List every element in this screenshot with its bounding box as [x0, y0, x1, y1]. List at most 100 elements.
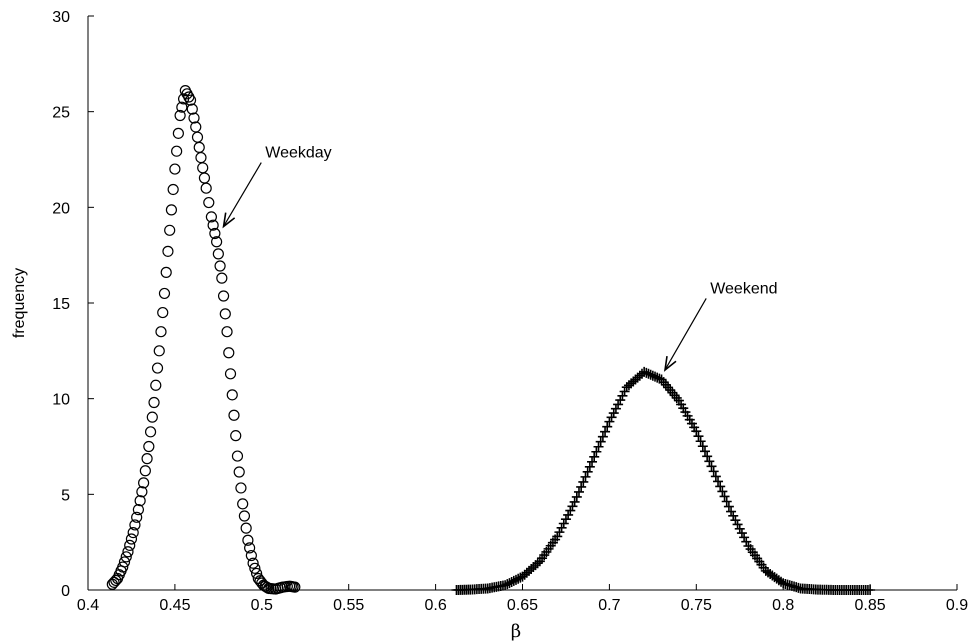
series-layer [106, 85, 876, 595]
data-point [723, 501, 734, 512]
annotation-arrow [664, 298, 707, 371]
x-tick-label: 0.85 [855, 597, 886, 614]
data-point [715, 481, 726, 492]
data-point [235, 482, 247, 494]
y-tick-label: 5 [61, 487, 70, 504]
data-point [500, 580, 511, 591]
data-point [645, 369, 656, 380]
data-point [710, 471, 721, 482]
data-point [587, 456, 598, 467]
data-point [739, 532, 750, 543]
data-point [212, 248, 224, 260]
data-point [639, 366, 650, 377]
data-point [217, 290, 230, 302]
data-point [197, 162, 209, 174]
data-point [211, 236, 223, 248]
data-point [174, 109, 186, 122]
data-point [120, 551, 132, 563]
data-point [144, 426, 157, 438]
data-point [153, 345, 165, 357]
x-tick-label: 0.45 [159, 597, 190, 614]
data-point [195, 151, 207, 164]
data-point [608, 408, 619, 419]
data-point [510, 574, 521, 585]
annotation-label: Weekday [265, 145, 331, 162]
data-point [237, 498, 249, 510]
data-point [865, 585, 876, 595]
series-1 [106, 85, 301, 595]
data-point [191, 131, 204, 143]
data-point [247, 557, 259, 569]
data-point [606, 412, 617, 423]
data-point [610, 403, 621, 414]
data-point [604, 416, 615, 427]
data-point [713, 476, 724, 487]
x-tick-label: 0.8 [772, 597, 794, 614]
data-point [597, 431, 608, 442]
data-point [736, 528, 747, 539]
data-point [150, 379, 162, 391]
y-tick-label: 20 [52, 200, 70, 217]
data-point [563, 509, 574, 520]
x-tick-label: 0.65 [507, 597, 538, 614]
x-tick-label: 0.7 [598, 597, 620, 614]
data-point [172, 127, 184, 139]
data-point [238, 510, 251, 522]
data-point [584, 461, 595, 472]
data-point [157, 306, 169, 319]
data-point [162, 245, 174, 257]
data-point [205, 211, 217, 223]
data-point [134, 495, 146, 507]
data-point [776, 576, 787, 587]
data-point [693, 431, 704, 442]
data-point [164, 224, 176, 236]
y-axis-label: frequency [11, 268, 28, 338]
data-point [122, 546, 134, 558]
data-point [706, 461, 717, 472]
data-point [127, 526, 139, 539]
annotation-arrowhead [222, 212, 236, 229]
x-axis-label: β [511, 621, 521, 642]
data-point [573, 486, 584, 497]
data-point [508, 575, 519, 586]
data-point [580, 471, 591, 482]
data-point [578, 476, 589, 487]
data-point [643, 368, 654, 379]
data-point [600, 426, 611, 437]
data-point [504, 578, 515, 589]
data-point [669, 390, 680, 401]
data-point [132, 504, 145, 516]
y-tick-label: 10 [52, 392, 70, 409]
y-tick-label: 30 [52, 9, 70, 26]
x-tick-label: 0.75 [681, 597, 712, 614]
data-point [732, 519, 743, 530]
data-point [671, 392, 682, 403]
data-point [734, 523, 745, 534]
series-2 [451, 366, 876, 595]
data-point [198, 172, 211, 184]
data-point [188, 112, 200, 124]
data-point [560, 514, 571, 525]
data-point [554, 527, 565, 538]
data-point [131, 511, 143, 523]
data-point [726, 506, 737, 517]
data-point [209, 227, 221, 240]
data-point [184, 94, 197, 106]
data-point [207, 219, 219, 231]
data-point [245, 549, 257, 562]
data-point [139, 465, 151, 477]
data-point [582, 466, 593, 477]
data-point [224, 368, 237, 380]
data-point [567, 501, 578, 512]
data-point [200, 182, 212, 194]
data-point [721, 496, 732, 507]
annotation-arrow [223, 162, 262, 227]
data-point [124, 539, 136, 551]
data-point [186, 103, 198, 115]
data-point [160, 266, 172, 278]
annotation-label: Weekend [710, 280, 777, 297]
data-point [730, 515, 741, 526]
data-point [249, 562, 261, 574]
data-point [176, 101, 188, 113]
